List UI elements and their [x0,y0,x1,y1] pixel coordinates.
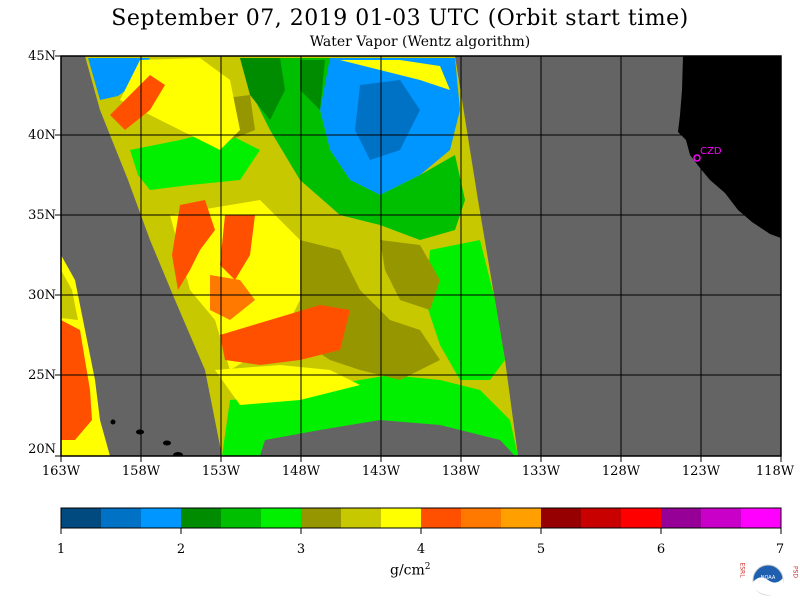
colorbar-swatch [461,508,502,528]
lon-label: 143W [361,464,401,479]
lat-label: 20N [28,442,56,457]
colorbar-swatch [501,508,542,528]
colorbar-swatch [181,508,222,528]
colorbar-tick-label: 5 [536,542,546,557]
colorbar-swatch [581,508,622,528]
colorbar-swatch [701,508,742,528]
colorbar-unit: g/cm2 [390,562,431,579]
land-north-america [678,56,781,238]
lon-label: 138W [441,464,481,479]
logo-right-text: PSD [792,566,799,578]
lat-label: 35N [28,208,56,223]
colorbar-swatch [381,508,422,528]
lat-label: 25N [28,368,56,383]
station-marker [693,154,701,162]
station-label: CZD [700,146,722,157]
water-vapor-map [55,55,782,462]
colorbar-swatch [421,508,462,528]
colorbar-swatch [301,508,342,528]
lon-label: 158W [121,464,161,479]
logo-left-text: ESRL [739,562,746,578]
colorbar-swatch [341,508,382,528]
colorbar-swatch [61,508,102,528]
colorbar-tick-label: 6 [656,542,666,557]
colorbar-tick-label: 7 [775,542,785,557]
colorbar-tick-label: 3 [296,542,306,557]
colorbar-swatch [741,508,782,528]
colorbar-swatch [261,508,302,528]
lon-label: 123W [681,464,721,479]
lon-label: 133W [521,464,561,479]
lat-label: 30N [28,288,56,303]
lon-label: 148W [281,464,321,479]
colorbar-swatch [221,508,262,528]
colorbar-swatch [141,508,182,528]
colorbar-swatch [661,508,702,528]
colorbar-tick-label: 1 [56,542,66,557]
lon-label: 153W [201,464,241,479]
noaa-logo: NOAA ESRL PSD [739,562,799,596]
lon-label: 128W [601,464,641,479]
colorbar-tick-label: 4 [416,542,426,557]
lon-label: 118W [755,464,795,479]
logo-center-text: NOAA [761,575,776,581]
page-subtitle: Water Vapor (Wentz algorithm) [309,34,531,50]
colorbar-swatch [621,508,662,528]
colorbar-swatch [101,508,142,528]
lat-label: 45N [28,49,56,64]
page-title: September 07, 2019 01-03 UTC (Orbit star… [111,6,689,31]
colorbar-tick-label: 2 [176,542,186,557]
colorbar-swatch [541,508,582,528]
lon-label: 163W [41,464,81,479]
lat-label: 40N [28,128,56,143]
map-grid [60,55,782,457]
